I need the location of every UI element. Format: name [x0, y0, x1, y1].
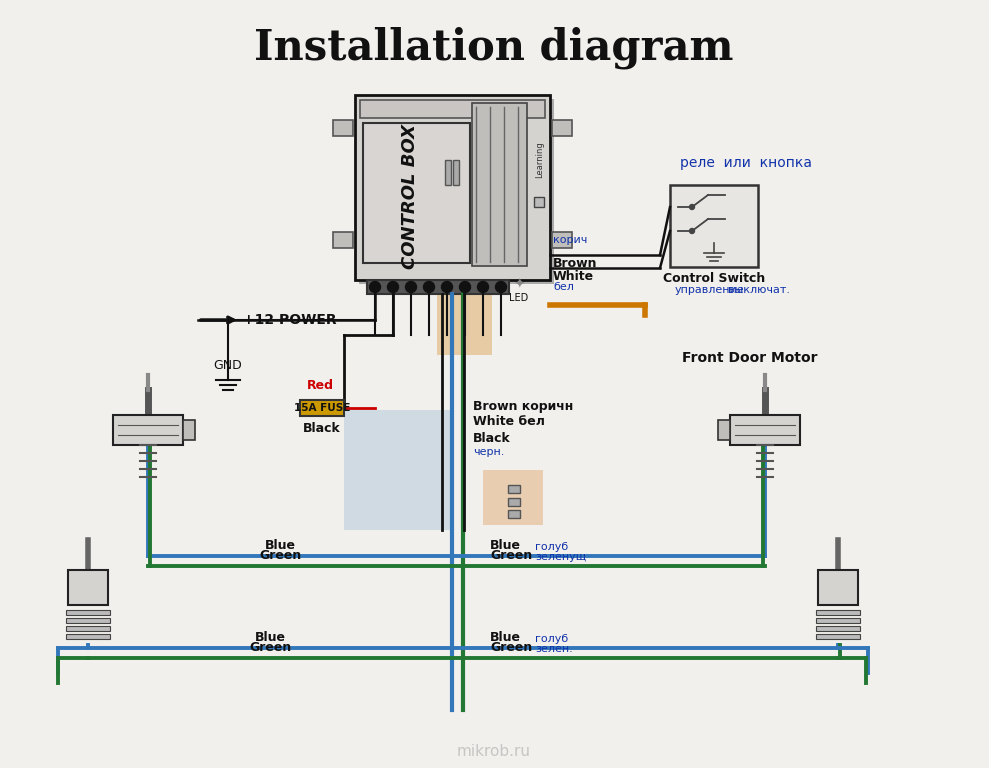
- Bar: [508, 510, 520, 518]
- Text: зеленущ: зеленущ: [535, 552, 586, 562]
- Bar: [367, 280, 509, 294]
- Text: White: White: [553, 270, 594, 283]
- Bar: [816, 626, 860, 631]
- Circle shape: [460, 282, 471, 293]
- Bar: [344, 410, 452, 530]
- Bar: [300, 400, 344, 416]
- Circle shape: [478, 282, 489, 293]
- Bar: [66, 618, 110, 623]
- Text: Green: Green: [490, 549, 532, 562]
- Bar: [66, 610, 110, 615]
- Text: LED: LED: [509, 293, 529, 303]
- Text: Learning: Learning: [535, 141, 545, 178]
- Text: Installation diagram: Installation diagram: [254, 27, 734, 69]
- Text: бел: бел: [553, 282, 574, 292]
- Text: Control Switch: Control Switch: [663, 272, 765, 285]
- Bar: [363, 123, 470, 263]
- Bar: [552, 120, 572, 136]
- Text: ✦: ✦: [513, 278, 525, 292]
- Bar: [453, 160, 459, 185]
- Text: Black: Black: [303, 422, 341, 435]
- Bar: [333, 232, 353, 248]
- Circle shape: [495, 282, 506, 293]
- Bar: [359, 99, 554, 284]
- Text: Brown коричн: Brown коричн: [473, 400, 574, 413]
- Text: Blue: Blue: [490, 631, 521, 644]
- Bar: [183, 420, 195, 440]
- Text: Blue: Blue: [254, 631, 286, 644]
- Text: реле  или  кнопка: реле или кнопка: [680, 156, 812, 170]
- Text: Blue: Blue: [264, 539, 296, 552]
- Bar: [508, 485, 520, 493]
- Bar: [360, 100, 545, 118]
- Bar: [483, 470, 543, 525]
- Bar: [472, 103, 526, 266]
- Bar: [730, 415, 800, 445]
- Text: корич: корич: [553, 235, 587, 245]
- Circle shape: [689, 204, 694, 210]
- Text: CONTROL BOX: CONTROL BOX: [401, 124, 418, 270]
- Circle shape: [405, 282, 416, 293]
- Circle shape: [423, 282, 434, 293]
- Bar: [437, 290, 492, 355]
- Bar: [66, 634, 110, 639]
- Text: Blue: Blue: [490, 539, 521, 552]
- Bar: [670, 185, 758, 267]
- Text: Red: Red: [307, 379, 333, 392]
- Bar: [816, 618, 860, 623]
- Text: черн.: черн.: [473, 447, 504, 457]
- Text: зелен.: зелен.: [535, 644, 573, 654]
- Text: Brown: Brown: [553, 257, 597, 270]
- Bar: [355, 95, 550, 280]
- Text: выключат.: выключат.: [728, 285, 790, 295]
- Bar: [816, 634, 860, 639]
- Bar: [718, 420, 730, 440]
- Bar: [508, 498, 520, 506]
- Text: Green: Green: [249, 641, 291, 654]
- Text: Front Door Motor: Front Door Motor: [682, 351, 818, 365]
- Bar: [816, 610, 860, 615]
- Circle shape: [689, 229, 694, 233]
- Bar: [333, 120, 353, 136]
- Text: голуб: голуб: [535, 542, 569, 552]
- Bar: [445, 160, 451, 185]
- Bar: [534, 197, 544, 207]
- Circle shape: [388, 282, 399, 293]
- Text: Green: Green: [259, 549, 301, 562]
- Bar: [818, 570, 858, 605]
- Bar: [66, 626, 110, 631]
- Bar: [113, 415, 183, 445]
- Text: White бел: White бел: [473, 415, 545, 428]
- Text: mikrob.ru: mikrob.ru: [457, 744, 531, 760]
- Bar: [552, 232, 572, 248]
- Text: голуб: голуб: [535, 634, 569, 644]
- Text: Green: Green: [490, 641, 532, 654]
- Circle shape: [370, 282, 381, 293]
- Text: 15A FUSE: 15A FUSE: [294, 403, 350, 413]
- Bar: [68, 570, 108, 605]
- Text: Black: Black: [473, 432, 510, 445]
- Text: GND: GND: [214, 359, 242, 372]
- Text: +12 POWER: +12 POWER: [243, 313, 336, 327]
- Text: управление: управление: [674, 285, 744, 295]
- Circle shape: [441, 282, 453, 293]
